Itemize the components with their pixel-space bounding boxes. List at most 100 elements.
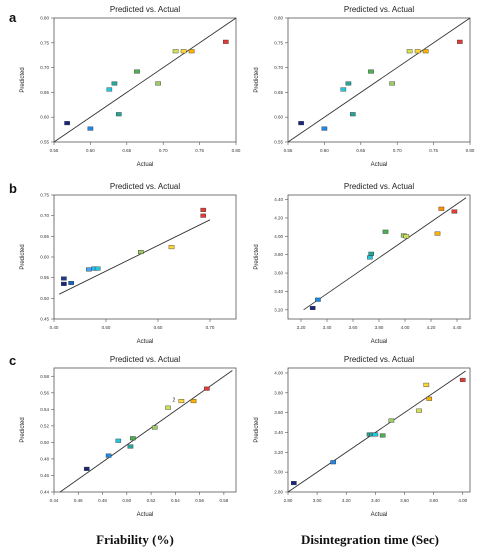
- y-tick-label: 0.56: [40, 390, 49, 395]
- y-tick-label: 4.00: [274, 370, 283, 375]
- chart-b-disintegration: Predicted vs. Actual 3.20 3.40 3.60 3.80 4.00…: [254, 182, 471, 345]
- y-tick-label: 3.20: [274, 307, 283, 312]
- x-tick-label: 0.55: [284, 148, 293, 153]
- data-point: [200, 207, 207, 212]
- chart-title: Predicted vs. Actual: [344, 182, 414, 191]
- y-tick-label: 0.54: [40, 407, 49, 412]
- fit-line: [287, 17, 471, 143]
- y-tick-label: 0.44: [40, 490, 49, 495]
- x-tick-label: 0.65: [122, 148, 131, 153]
- x-tick-label: 0.60: [86, 148, 95, 153]
- chart-a-disintegration: Predicted vs. Actual 0.55 0.60 0.65 0.70 0.75…: [254, 5, 475, 168]
- x-tick-label: 0.75: [195, 148, 204, 153]
- chart-title: Predicted vs. Actual: [110, 182, 180, 191]
- y-tick-label: 0.55: [40, 140, 49, 145]
- y-tick-label: 0.50: [40, 440, 49, 445]
- y-tick-label: 3.40: [274, 289, 283, 294]
- plot-frame: [53, 367, 237, 493]
- panel-label-c: c: [9, 353, 17, 368]
- plot-frame: [287, 17, 471, 143]
- data-point: [330, 460, 336, 465]
- y-tick-label: 0.45: [40, 317, 49, 322]
- y-tick-label: 4.20: [274, 215, 283, 220]
- y-axis-label: Predicted: [254, 67, 260, 92]
- x-tick-label: 0.65: [356, 148, 365, 153]
- data-point: [372, 432, 379, 437]
- y-tick-label: 0.70: [274, 65, 283, 70]
- data-point: [86, 267, 92, 272]
- panel-label-b: b: [9, 181, 17, 196]
- data-point: [379, 433, 386, 438]
- x-axis-label: Actual: [137, 339, 154, 345]
- x-axis-label: Actual: [371, 512, 388, 518]
- y-tick-label: 0.65: [40, 90, 49, 95]
- x-tick-label: 4.00: [401, 325, 410, 330]
- fit-line: [53, 17, 237, 143]
- x-tick-label: 0.58: [219, 498, 228, 503]
- y-axis-label: Predicted: [20, 417, 26, 442]
- data-point: [134, 69, 140, 74]
- x-tick-label: 3.80: [375, 325, 384, 330]
- data-point: [389, 81, 395, 86]
- x-tick-label: 3.20: [342, 498, 351, 503]
- x-tick-label: 0.70: [159, 148, 168, 153]
- data-point: [223, 39, 229, 44]
- y-tick-label: 0.65: [274, 90, 283, 95]
- x-axis-label: Actual: [137, 162, 154, 168]
- chart-title: Predicted vs. Actual: [110, 355, 180, 364]
- data-point: [309, 305, 316, 310]
- plot-frame: [53, 194, 237, 320]
- data-point: [459, 377, 466, 382]
- data-point: [155, 81, 161, 86]
- data-point: [115, 438, 122, 443]
- x-tick-label: 0.60: [320, 148, 329, 153]
- y-axis-label: Predicted: [20, 67, 26, 92]
- point-count-label: 2: [173, 398, 176, 404]
- data-point: [345, 81, 352, 86]
- y-tick-label: 0.46: [40, 473, 49, 478]
- data-point: [83, 466, 90, 471]
- x-axis-label: Actual: [371, 339, 388, 345]
- data-point: [321, 126, 328, 131]
- chart-a-friability: Predicted vs. Actual 0.55 0.60 0.65 0.70 0.75…: [20, 5, 241, 168]
- data-point: [367, 255, 373, 260]
- data-point: [61, 281, 67, 286]
- x-tick-label: 3.40: [371, 498, 380, 503]
- x-tick-label: 3.60: [349, 325, 358, 330]
- y-tick-label: 0.80: [274, 16, 283, 21]
- y-axis-label: Predicted: [254, 244, 260, 269]
- y-tick-label: 3.60: [274, 271, 283, 276]
- data-point: [68, 281, 74, 286]
- x-tick-label: 0.44: [50, 498, 59, 503]
- y-tick-label: 4.40: [274, 197, 283, 202]
- chart-title: Predicted vs. Actual: [344, 355, 414, 364]
- y-tick-label: 3.40: [274, 430, 283, 435]
- data-point: [94, 266, 101, 271]
- y-tick-label: 2.80: [274, 490, 283, 495]
- y-tick-label: 3.20: [274, 450, 283, 455]
- data-point: [180, 49, 187, 54]
- x-axis-label: Actual: [371, 162, 388, 168]
- data-point: [434, 231, 441, 236]
- fit-line: [287, 370, 466, 493]
- data-point: [138, 250, 144, 255]
- x-tick-label: 0.55: [50, 148, 59, 153]
- y-tick-label: 3.00: [274, 470, 283, 475]
- data-point: [127, 444, 134, 449]
- data-point: [178, 399, 185, 404]
- y-tick-label: 0.60: [40, 255, 49, 260]
- data-point: [349, 112, 356, 117]
- x-tick-label: 0.52: [147, 498, 156, 503]
- x-tick-label: 0.40: [50, 325, 59, 330]
- data-point: [200, 213, 207, 218]
- data-point: [165, 405, 171, 410]
- data-point: [388, 418, 395, 423]
- data-point: [298, 121, 304, 126]
- x-tick-label: 3.00: [313, 498, 322, 503]
- fit-line: [59, 219, 211, 295]
- x-tick-label: 0.56: [195, 498, 204, 503]
- x-axis-label: Actual: [137, 512, 154, 518]
- data-point: [204, 386, 210, 391]
- x-tick-label: 0.75: [429, 148, 438, 153]
- plot-frame: [287, 367, 471, 493]
